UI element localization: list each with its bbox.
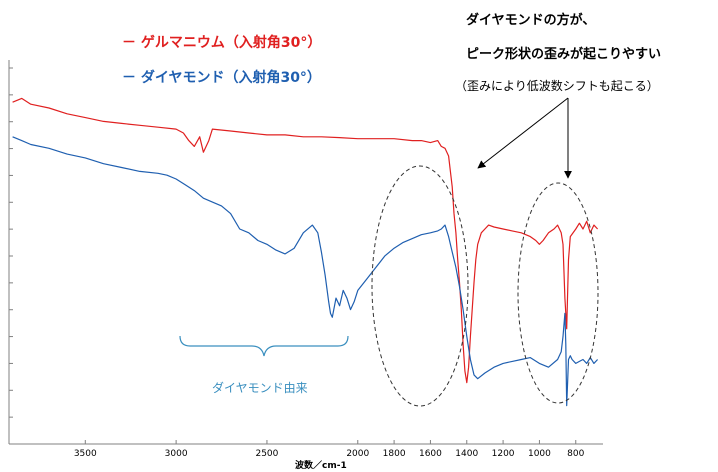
legend-item-diamond: － ダイヤモンド（入射角30°）: [122, 67, 321, 87]
x-tick-label: 3500: [74, 449, 97, 459]
legend-dash-diamond: －: [122, 70, 136, 86]
x-tick-label: 1000: [528, 449, 551, 459]
series-line-germanium: [12, 97, 599, 384]
x-tick-label: 1800: [383, 449, 406, 459]
annotation-line-1: ダイヤモンドの方が、: [466, 13, 596, 28]
legend-label-diamond: ダイヤモンド（入射角30°）: [140, 70, 321, 86]
x-tick-label: 1600: [419, 449, 442, 459]
series-line-diamond: [12, 136, 599, 407]
x-tick-label: 3000: [165, 449, 188, 459]
annotation-line-3: （歪みにより低波数シフトも起こる）: [455, 79, 659, 93]
diamond-origin-label: ダイヤモンド由来: [212, 381, 308, 395]
x-tick-label: 1200: [492, 449, 515, 459]
highlight-ellipse-870: [517, 182, 599, 404]
x-tick-label: 800: [567, 449, 584, 459]
legend-dash-germanium: －: [122, 35, 136, 51]
legend-label-germanium: ゲルマニウム（入射角30°）: [140, 35, 322, 51]
annotation-line-2: ピーク形状の歪みが起こりやすい: [466, 47, 662, 62]
x-tick-label: 2000: [346, 449, 369, 459]
legend-item-germanium: － ゲルマニウム（入射角30°）: [122, 32, 321, 52]
x-tick-label: 2500: [255, 449, 278, 459]
annotation-arrow-left: [477, 97, 569, 169]
highlight-ellipse-1420: [371, 165, 469, 407]
x-axis-label: 波数／cm-1: [295, 461, 347, 471]
x-tick-label: 1400: [455, 449, 478, 459]
diamond-origin-brace: [179, 335, 349, 357]
